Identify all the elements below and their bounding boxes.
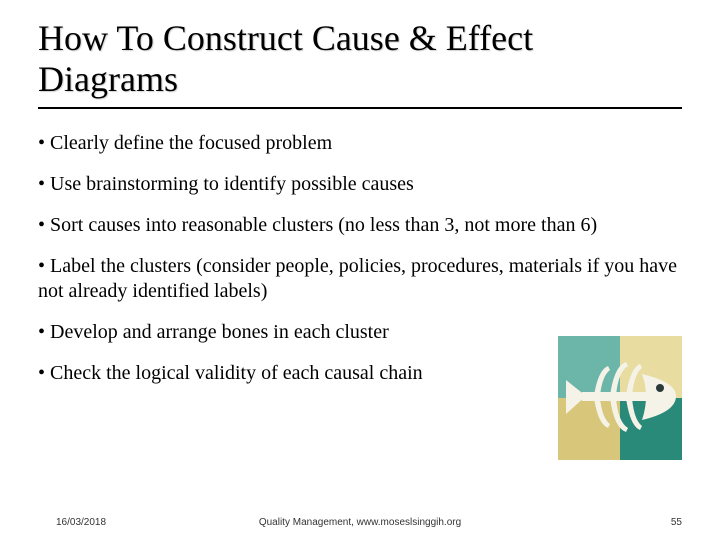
slide: How To Construct Cause & Effect Diagrams… <box>0 0 720 540</box>
bullet-text: Sort causes into reasonable clusters (no… <box>50 214 597 236</box>
title-line-2: Diagrams <box>38 59 178 99</box>
bullet-item: • Use brainstorming to identify possible… <box>38 172 682 197</box>
footer-page-number: 55 <box>671 517 682 528</box>
footer-center: Quality Management, www.moseslsinggih.or… <box>259 517 461 528</box>
bullet-text: Develop and arrange bones in each cluste… <box>50 321 389 343</box>
title-line-1: How To Construct Cause & Effect <box>38 18 533 58</box>
footer: 16/03/2018 Quality Management, www.moses… <box>0 517 720 528</box>
bullet-item: • Label the clusters (consider people, p… <box>38 254 682 304</box>
footer-date: 16/03/2018 <box>56 517 106 528</box>
bullet-text: Clearly define the focused problem <box>50 132 332 154</box>
fishbone-icon <box>558 336 682 460</box>
bullet-text: Use brainstorming to identify possible c… <box>50 173 414 195</box>
bullet-item: • Sort causes into reasonable clusters (… <box>38 213 682 238</box>
slide-title: How To Construct Cause & Effect Diagrams <box>38 18 682 101</box>
bullet-text: Check the logical validity of each causa… <box>50 362 423 384</box>
title-underline <box>38 107 682 109</box>
bullet-item: • Clearly define the focused problem <box>38 131 682 156</box>
bullet-text: Label the clusters (consider people, pol… <box>38 255 677 302</box>
